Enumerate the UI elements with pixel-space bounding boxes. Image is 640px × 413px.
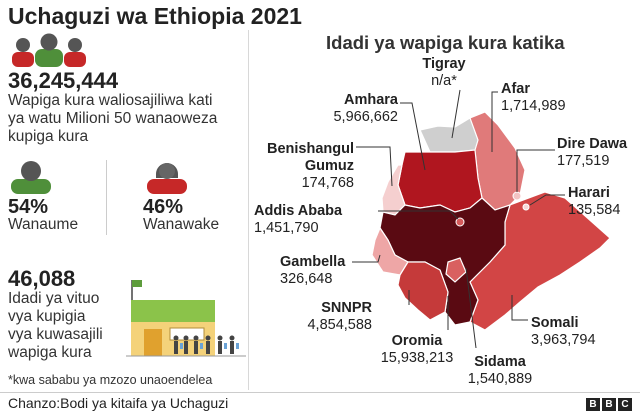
label-addis-ababa: Addis Ababa 1,451,790 [254, 203, 343, 236]
center-figure-icon [35, 33, 63, 67]
bbc-logo-letter: B [586, 398, 600, 411]
label-snnpr: SNNPR 4,854,588 [307, 300, 372, 333]
leader-amhara [400, 102, 426, 171]
label-sidama: Sidama 1,540,889 [467, 354, 533, 387]
label-amhara: Amhara 5,966,662 [333, 92, 398, 125]
label-benishangul-gumuz: Benishangul Gumuz 174,768 [266, 141, 354, 191]
men-percentage: 54% [8, 196, 49, 218]
label-tigray: Tigray n/a* [422, 56, 466, 89]
region-sidama [445, 257, 467, 283]
label-dire-dawa: Dire Dawa 177,519 [557, 136, 628, 169]
map-title: Idadi ya wapiga kura katika [326, 32, 565, 53]
region-amhara [397, 149, 483, 213]
registered-voters-description: Wapiga kura waliosajiliwa kati ya watu M… [8, 92, 218, 145]
leader-afar [491, 91, 498, 152]
man-figure-icon [64, 38, 86, 67]
women-percentage: 46% [143, 196, 184, 218]
man-icon [11, 161, 51, 194]
registered-voters-number: 36,245,444 [8, 68, 119, 93]
region-snnpr [397, 261, 449, 321]
woman-figure-icon [12, 38, 34, 67]
region-addis-ababa [455, 217, 465, 227]
label-afar: Afar 1,714,989 [501, 81, 566, 114]
region-tigray [419, 117, 479, 153]
bbc-logo: B B C [586, 398, 632, 411]
footer-divider [0, 392, 640, 393]
infographic-title: Uchaguzi wa Ethiopia 2021 [8, 3, 302, 29]
label-gambella: Gambella 326,648 [280, 254, 346, 287]
voters-group-icon [12, 33, 86, 67]
source-credit: Chanzo:Bodi ya kitaifa ya Uchaguzi [8, 395, 229, 411]
leader-addis-ababa [378, 210, 459, 220]
column-divider [248, 30, 249, 390]
region-dire-dawa [512, 191, 522, 201]
leader-dire-dawa [516, 149, 555, 192]
polling-stations-number: 46,088 [8, 266, 76, 291]
bbc-logo-letter: B [602, 398, 616, 411]
women-label: Wanawake [143, 216, 220, 233]
label-oromia: Oromia 15,938,213 [380, 333, 454, 366]
polling-stations-description: Idadi ya vituo vya kupigia vya kuwasajil… [8, 290, 103, 361]
gender-divider [106, 160, 107, 235]
label-somali: Somali 3,963,794 [531, 315, 596, 348]
label-harari: Harari 135,584 [568, 185, 621, 218]
leader-gambella [352, 254, 381, 263]
woman-icon [147, 163, 187, 194]
men-label: Wanaume [8, 216, 79, 233]
bbc-logo-letter: C [618, 398, 632, 411]
polling-station-illustration [126, 280, 246, 357]
leader-benishangul [356, 146, 393, 187]
leader-tigray [451, 89, 461, 139]
footnote: *kwa sababu ya mzozo unaoendelea [8, 373, 213, 387]
leader-somali [511, 295, 528, 321]
region-harari [522, 203, 530, 211]
leader-sidama [465, 267, 477, 349]
leader-harari [529, 194, 565, 206]
